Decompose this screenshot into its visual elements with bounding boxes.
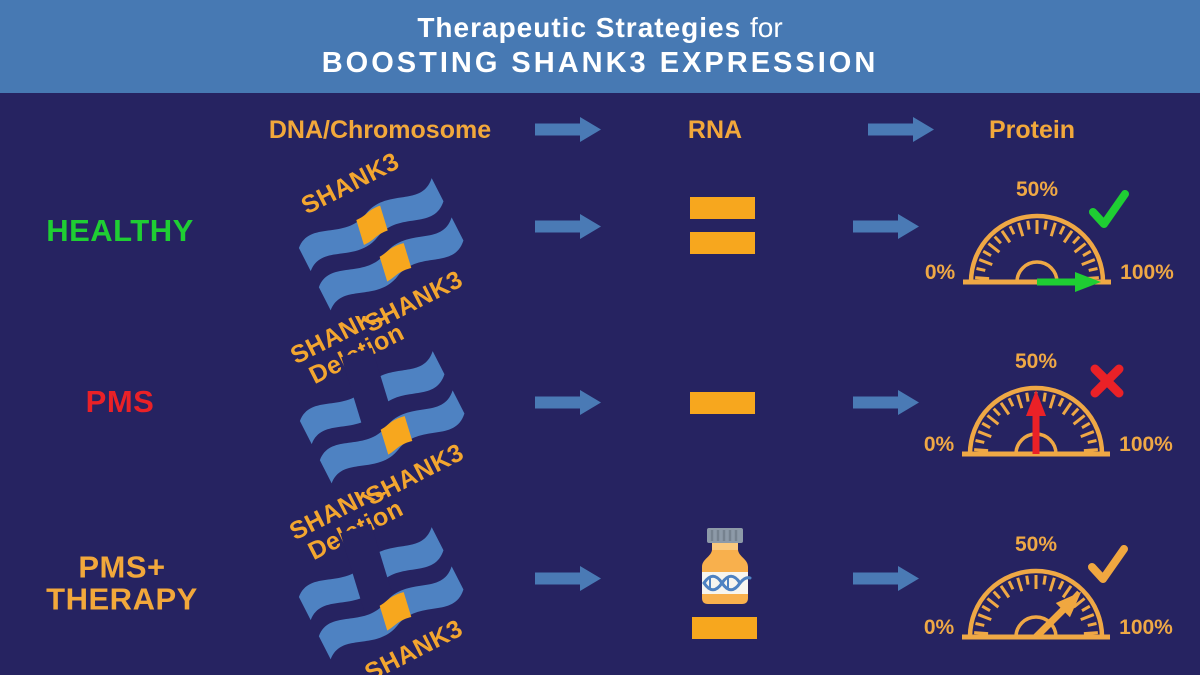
deletion-gap (341, 347, 398, 442)
title-line1: Therapeutic Strategies for (0, 12, 1200, 44)
row-label-healthy: HEALTHY (46, 213, 194, 249)
cross-mark-icon (1090, 364, 1124, 398)
flow-arrow-icon (868, 117, 934, 142)
deletion-gap (340, 523, 397, 618)
column-header-dna: DNA/Chromosome (268, 116, 492, 144)
flow-arrow-icon (535, 117, 601, 142)
flow-arrow-icon (853, 566, 919, 591)
gauge-face (962, 568, 1110, 640)
chromosome-pair-deletion-icon: SHANK3 Deletion SHANK3 (286, 316, 468, 506)
flow-arrow-icon (535, 566, 601, 591)
gauge-needle (1033, 591, 1082, 640)
rna-bar (690, 392, 755, 414)
gauge-label-0: 0% (925, 261, 956, 284)
title-line1-light: for (749, 12, 783, 43)
column-header-rna: RNA (687, 116, 743, 144)
gauge-needle (1026, 390, 1046, 454)
flow-arrow-icon (535, 390, 601, 415)
gauge-label-50: 50% (1015, 350, 1057, 373)
rna-bar (692, 617, 757, 639)
flow-arrow-icon (853, 390, 919, 415)
rna-bar (690, 197, 755, 219)
protein-gauge: 0% 50% 100% (924, 533, 1173, 640)
gauge-label-50: 50% (1015, 533, 1057, 556)
flow-arrow-icon (535, 214, 601, 239)
title-line2: BOOSTING SHANK3 EXPRESSION (321, 47, 879, 79)
gauge-label-50: 50% (1016, 178, 1058, 201)
row-label-pms-therapy: PMS+ THERAPY (46, 549, 198, 616)
gauge-label-100: 100% (1120, 261, 1174, 284)
gauge-face (962, 385, 1110, 457)
protein-gauge: 0% 50% 100% (925, 178, 1174, 292)
gauge-label-100: 100% (1119, 616, 1173, 639)
flow-arrow-icon (853, 214, 919, 239)
column-header-protein: Protein (988, 116, 1076, 144)
rna-bar (690, 232, 755, 254)
gauge-label-0: 0% (924, 433, 955, 456)
protein-gauge: 0% 50% 100% (924, 350, 1173, 457)
row-label-pms: PMS (85, 384, 155, 420)
gauge-face (963, 213, 1111, 285)
check-mark-icon (1089, 190, 1129, 228)
dna-helix-icon (702, 574, 752, 592)
therapy-bottle-icon (702, 528, 752, 604)
chromosome-pair-normal-icon: SHANK3 SHANK3 (297, 147, 467, 333)
title-banner: Therapeutic Strategies for BOOSTING SHAN… (0, 0, 1200, 93)
gauge-label-100: 100% (1119, 433, 1173, 456)
title-line1-bold: Therapeutic Strategies (417, 12, 742, 43)
gauge-label-0: 0% (924, 616, 955, 639)
check-mark-icon (1088, 545, 1128, 583)
chromosome-pair-deletion-icon: SHANK3 Deletion SHANK3 (285, 492, 467, 675)
gauge-needle (1037, 272, 1101, 292)
